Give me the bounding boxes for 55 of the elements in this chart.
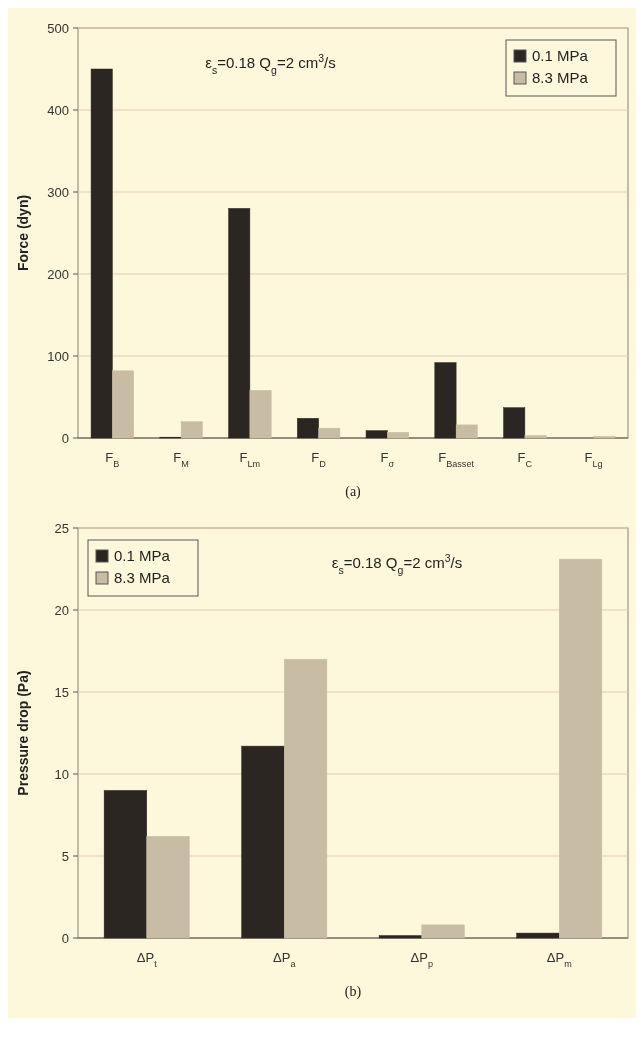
bar (112, 370, 134, 439)
x-tick-label: F$_{Basset}$ (438, 450, 475, 469)
bar (387, 432, 409, 439)
legend-label: 8.3 MPa (532, 69, 589, 87)
bar (249, 390, 272, 439)
bar (90, 68, 113, 439)
bar (103, 790, 147, 939)
bar (297, 418, 319, 439)
y-tick-label: 200 (47, 266, 69, 282)
text: (b) (344, 984, 362, 1000)
annotation: ε$_{s}$=0.18 Q$_{g}$=2 cm$^{3}$/s (205, 52, 336, 76)
y-tick-label: 10 (54, 766, 69, 782)
bar (228, 208, 251, 439)
y-tick-label: 5 (61, 848, 69, 864)
legend-label: 0.1 MPa (114, 547, 171, 565)
y-tick-label: 500 (47, 20, 69, 36)
y-tick-label: 400 (47, 102, 69, 118)
x-tick-label: F$_{Lg}$ (584, 450, 603, 469)
x-tick-label: F$_{Lm}$ (239, 450, 261, 469)
bar (378, 935, 422, 939)
x-tick-label: F$_{D}$ (311, 450, 327, 469)
y-tick-label: 15 (54, 684, 69, 700)
x-tick-label: ΔP$_{p}$ (410, 950, 433, 969)
y-tick-label: 20 (54, 602, 69, 618)
bar (284, 658, 328, 939)
legend-label: 8.3 MPa (114, 569, 171, 587)
bar (421, 924, 465, 939)
y-tick-label: 0 (61, 430, 69, 446)
bar (503, 407, 526, 439)
bar (434, 362, 457, 439)
x-tick-label: ΔP$_{t}$ (136, 950, 158, 969)
y-tick-label: 25 (54, 520, 69, 536)
bar (180, 421, 203, 439)
bar (146, 836, 190, 939)
bar (318, 427, 341, 439)
bar (455, 424, 478, 439)
x-tick-label: F$_{M}$ (173, 450, 189, 469)
y-axis-title: Force (dyn) (15, 194, 31, 272)
y-axis-title: Pressure drop (Pa) (15, 670, 31, 796)
y-tick-label: 100 (47, 348, 69, 364)
x-tick-label: ΔP$_{m}$ (546, 950, 572, 969)
bar (524, 435, 547, 439)
x-tick-label: F$_{B}$ (105, 450, 120, 469)
y-tick-label: 300 (47, 184, 69, 200)
bar (559, 558, 603, 939)
annotation: ε$_{s}$=0.18 Q$_{g}$=2 cm$^{3}$/s (331, 552, 463, 576)
x-tick-label: ΔP$_{a}$ (273, 950, 297, 969)
x-tick-label: F$_{C}$ (517, 450, 533, 469)
x-tick-label: F$_{σ}$ (380, 450, 395, 469)
text: (a) (345, 484, 362, 500)
y-tick-label: 0 (61, 930, 69, 946)
bar (516, 932, 560, 939)
legend-label: 0.1 MPa (532, 47, 589, 65)
bar (241, 745, 285, 939)
bar (365, 430, 388, 439)
